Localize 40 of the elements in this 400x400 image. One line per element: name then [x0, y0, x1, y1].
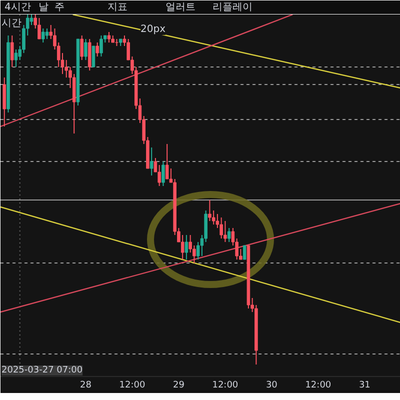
candlestick	[41, 28, 45, 43]
candlestick	[165, 144, 169, 180]
candlestick	[212, 210, 216, 225]
x-tick-label: 12:00	[212, 380, 238, 390]
candlestick	[100, 35, 103, 57]
text: 리플레이	[212, 2, 252, 13]
x-tick-label: 31	[358, 380, 370, 390]
text: 얼러트	[166, 2, 196, 13]
x-tick-label: 30	[266, 380, 278, 390]
text: 지표	[108, 2, 128, 13]
ref-line-label: 2025-03-27 07:00	[2, 366, 83, 376]
candlestick	[158, 164, 161, 186]
candlestick	[224, 220, 227, 242]
x-tick-label: 29	[172, 380, 185, 390]
candlestick	[227, 228, 231, 242]
candlestick	[38, 18, 41, 40]
candlestick	[184, 234, 188, 260]
candlestick	[80, 35, 84, 60]
candlestick	[30, 14, 34, 26]
candlestick	[10, 35, 14, 68]
text: 날	[38, 2, 48, 13]
candlestick	[208, 200, 212, 222]
candlestick	[107, 32, 111, 43]
candlestick	[220, 217, 223, 239]
candlestick	[150, 147, 154, 176]
candlestick	[162, 161, 165, 186]
candlestick	[96, 42, 99, 57]
text: 주	[54, 2, 64, 13]
annotation: 시간	[2, 18, 22, 29]
candlestick	[242, 245, 246, 260]
x-tick-label: 12:00	[305, 380, 332, 390]
text: 4시간	[4, 2, 31, 13]
candlestick	[180, 234, 184, 260]
candlestick	[14, 49, 18, 68]
candlestick	[92, 46, 96, 68]
x-tick-label: 12:00	[119, 380, 146, 390]
x-tick-label: 28	[80, 380, 92, 390]
candlestick	[45, 28, 49, 40]
annotation: 20px	[140, 24, 166, 35]
candlestick	[84, 38, 88, 60]
